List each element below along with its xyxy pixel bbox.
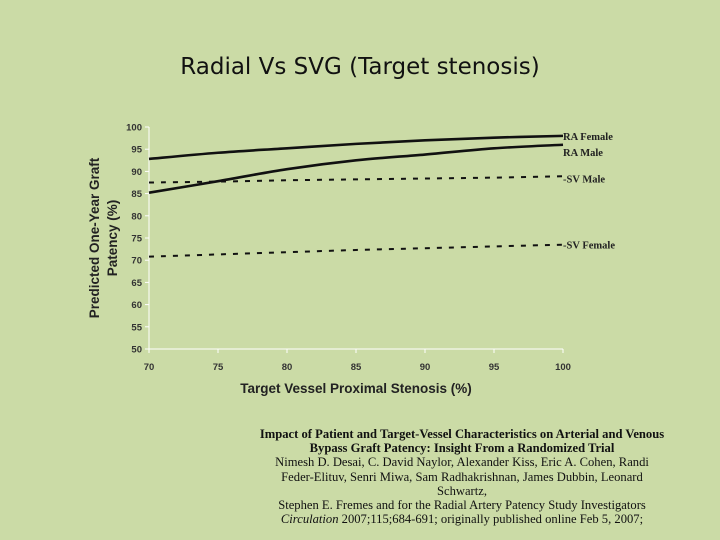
x-tick-label: 85 — [351, 362, 362, 373]
y-tick-label: 75 — [131, 234, 142, 245]
series-line-sv-male — [148, 175, 564, 184]
citation-title-line2: Bypass Graft Patency: Insight From a Ran… — [309, 441, 615, 456]
x-tick-label: 100 — [555, 362, 571, 373]
x-tick-label: 75 — [213, 362, 224, 373]
line-chart: 50 55 60 65 70 75 80 85 90 95 100 70 75 80 85 90 95 100 R… — [87, 123, 615, 397]
citation: Impact of Patient and Target-Vessel Char… — [258, 427, 666, 526]
x-tick-label: 80 — [282, 362, 293, 373]
y-tick-label: 100 — [126, 123, 142, 134]
slide-title: Radial Vs SVG (Target stenosis) — [180, 54, 540, 80]
series-line-ra-female — [148, 134, 564, 161]
y-tick-label: 90 — [131, 167, 142, 178]
y-axis-label-line2: Patency (%) — [105, 200, 120, 277]
x-tick-label: 90 — [420, 362, 431, 373]
series-line-sv-female — [148, 243, 564, 258]
series-label: RA Male — [563, 148, 603, 159]
y-tick-label: 65 — [131, 278, 142, 289]
y-tick-label: 95 — [131, 145, 142, 156]
x-tick-label: 70 — [144, 362, 155, 373]
citation-journal: Circulation — [280, 512, 339, 527]
series-label: RA Female — [563, 132, 613, 143]
series-label: -SV Female — [563, 241, 615, 252]
y-tick-label: 70 — [131, 256, 142, 267]
x-tick-label: 95 — [489, 362, 500, 373]
citation-authors-line2: Feder-Elituv, Senri Miwa, Sam Radhakrish… — [281, 469, 643, 498]
citation-authors-line3: Stephen E. Fremes and for the Radial Art… — [278, 498, 646, 513]
y-tick-label: 80 — [131, 211, 142, 222]
y-tick-label: 60 — [131, 300, 142, 311]
y-tick-label: 50 — [131, 345, 142, 356]
x-axis-label: Target Vessel Proximal Stenosis (%) — [240, 381, 472, 396]
y-tick-label: 55 — [131, 322, 142, 333]
citation-authors-line1: Nimesh D. Desai, C. David Naylor, Alexan… — [275, 455, 649, 470]
series-line-ra-male — [148, 143, 564, 194]
citation-title-line1: Impact of Patient and Target-Vessel Char… — [259, 427, 665, 441]
series-label: -SV Male — [563, 174, 605, 185]
y-tick-label: 85 — [131, 189, 142, 200]
citation-journal-details: 2007;115;684-691; originally published o… — [338, 512, 644, 527]
y-axis-label-line1: Predicted One-Year Graft — [87, 157, 102, 318]
citation-journal-line: Circulation 2007;115;684-691; originally… — [258, 512, 666, 526]
